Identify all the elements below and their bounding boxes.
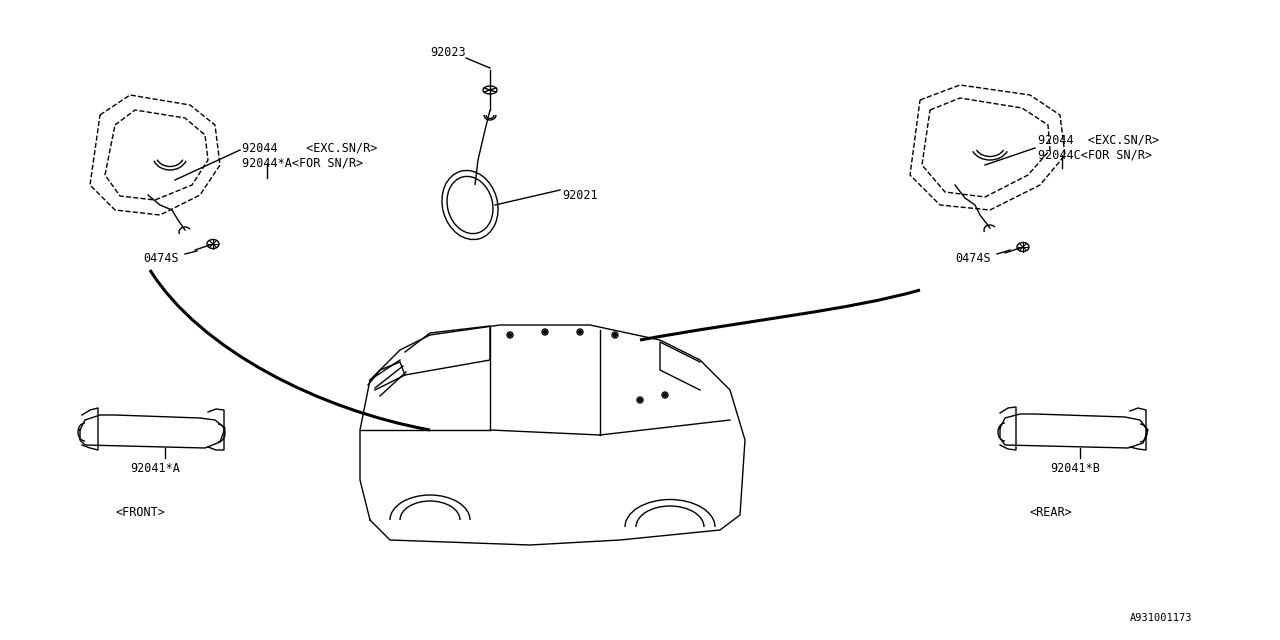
Text: 0474S: 0474S <box>955 252 991 264</box>
Text: 92044    <EXC.SN/R>: 92044 <EXC.SN/R> <box>242 141 378 154</box>
Text: 92044  <EXC.SN/R>: 92044 <EXC.SN/R> <box>1038 134 1160 147</box>
Text: <FRONT>: <FRONT> <box>115 506 165 518</box>
Circle shape <box>613 333 617 337</box>
Text: 92041*A: 92041*A <box>131 461 180 474</box>
Text: 92021: 92021 <box>562 189 598 202</box>
Text: 0474S: 0474S <box>143 252 179 264</box>
Text: 92023: 92023 <box>430 45 466 58</box>
Circle shape <box>579 330 581 333</box>
Text: 92041*B: 92041*B <box>1050 461 1100 474</box>
Text: 92044C<FOR SN/R>: 92044C<FOR SN/R> <box>1038 148 1152 161</box>
Circle shape <box>663 394 667 397</box>
Circle shape <box>639 399 641 401</box>
Text: A931001173: A931001173 <box>1130 613 1193 623</box>
Text: <REAR>: <REAR> <box>1030 506 1073 518</box>
Text: 92044*A<FOR SN/R>: 92044*A<FOR SN/R> <box>242 157 364 170</box>
Circle shape <box>544 330 547 333</box>
Circle shape <box>508 333 512 337</box>
